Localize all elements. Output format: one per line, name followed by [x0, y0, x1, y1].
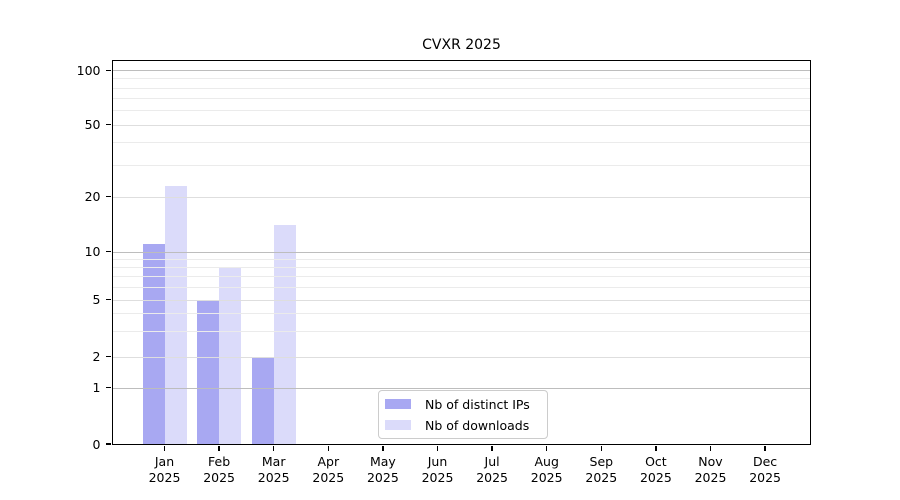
legend-label-downloads: Nb of downloads [425, 417, 530, 433]
x-axis-tick-label: Nov 2025 [666, 454, 756, 486]
x-tick-year: 2025 [585, 470, 618, 485]
x-axis-tick-label: Dec 2025 [720, 454, 810, 486]
bar-downloads [273, 224, 296, 444]
x-tick-mark [764, 445, 766, 451]
x-tick-mark [546, 445, 548, 451]
y-axis-tick-label: 5 [92, 292, 101, 307]
x-tick-year: 2025 [476, 470, 508, 485]
x-tick-mark [491, 445, 493, 451]
gridline-minor [112, 87, 810, 89]
x-tick-month: Oct [645, 454, 667, 469]
gridline-minor [112, 110, 810, 112]
x-axis-tick-label: Jan 2025 [120, 454, 210, 486]
x-axis-tick-label: Feb 2025 [174, 454, 264, 486]
gridline-minor [112, 142, 810, 144]
x-tick-year: 2025 [312, 470, 345, 485]
bar-downloads [164, 185, 187, 444]
x-tick-year: 2025 [530, 470, 563, 485]
gridline-major [112, 251, 810, 253]
legend: Nb of distinct IPs Nb of downloads [378, 390, 548, 439]
x-tick-year: 2025 [257, 470, 290, 485]
x-axis-tick-label: Apr 2025 [283, 454, 373, 486]
gridline-major [112, 70, 810, 72]
legend-swatch-downloads [385, 420, 411, 430]
legend-label-distinct-ips: Nb of distinct IPs [425, 396, 530, 412]
y-tick-mark [106, 298, 111, 301]
x-tick-mark [600, 445, 602, 451]
x-tick-month: Aug [534, 454, 559, 469]
x-tick-month: Sep [589, 454, 614, 469]
gridline-minor [112, 276, 810, 278]
x-tick-month: Nov [698, 454, 723, 469]
x-axis-tick-label: Oct 2025 [611, 454, 701, 486]
gridline-minor [112, 164, 810, 166]
y-axis-tick-label: 0 [92, 436, 101, 452]
x-tick-mark [273, 445, 275, 451]
gridline-labeled-minor [112, 124, 810, 126]
x-tick-mark [327, 445, 329, 451]
bar-distinct-ips [197, 299, 220, 444]
x-tick-mark [163, 445, 166, 451]
legend-row-downloads: Nb of downloads [385, 417, 539, 433]
y-tick-mark [106, 443, 111, 445]
x-tick-year: 2025 [749, 470, 781, 485]
gridline-labeled-minor [112, 299, 810, 301]
x-axis-tick-label: Jul 2025 [447, 454, 537, 486]
gridline-minor [112, 331, 810, 333]
x-tick-mark [218, 445, 220, 451]
gridline-minor [112, 313, 810, 315]
y-tick-mark [106, 250, 111, 253]
bar-downloads [219, 266, 242, 444]
x-tick-month: May [369, 454, 396, 469]
x-tick-year: 2025 [148, 470, 181, 485]
x-tick-mark [436, 445, 439, 451]
gridline-minor [112, 266, 810, 268]
x-axis-tick-label: Sep 2025 [556, 454, 646, 486]
x-tick-month: Jul [484, 454, 500, 469]
x-axis-tick-label: May 2025 [338, 454, 428, 486]
gridline-minor [112, 286, 810, 288]
gridline-minor [112, 98, 810, 100]
x-tick-month: Mar [261, 454, 286, 469]
x-tick-month: Apr [317, 454, 340, 469]
x-tick-year: 2025 [639, 470, 672, 485]
x-tick-year: 2025 [694, 470, 727, 485]
x-tick-month: Dec [752, 454, 778, 469]
x-tick-year: 2025 [203, 470, 235, 485]
x-axis-tick-label: Mar 2025 [229, 454, 319, 486]
y-axis-tick-label: 50 [84, 117, 101, 133]
x-tick-month: Jun [427, 454, 448, 469]
legend-row-distinct-ips: Nb of distinct IPs [385, 396, 539, 412]
x-axis-tick-label: Aug 2025 [502, 454, 592, 486]
bar-distinct-ips [251, 356, 274, 444]
x-tick-mark [709, 445, 712, 451]
chart-title: CVXR 2025 [422, 37, 501, 53]
gridline-labeled-minor [112, 356, 810, 358]
bar-distinct-ips [142, 243, 165, 444]
y-tick-mark [106, 69, 111, 71]
x-tick-year: 2025 [421, 470, 454, 485]
plot-area: 0 1 2 5 10 20 50 100 Jan 2025 Feb 2025 Mar 2025 Apr 202… [77, 59, 811, 485]
y-axis-tick-label: 2 [92, 349, 101, 364]
x-tick-month: Jan [154, 454, 175, 469]
x-axis-tick-label: Jun 2025 [393, 454, 483, 486]
legend-swatch-distinct-ips [385, 399, 411, 409]
x-tick-month: Feb [208, 454, 231, 469]
y-axis-tick-label: 10 [84, 244, 101, 259]
y-axis-tick-label: 100 [76, 62, 101, 78]
gridline-minor [112, 258, 810, 260]
y-tick-mark [106, 196, 111, 198]
x-tick-year: 2025 [366, 470, 399, 485]
x-tick-mark [655, 445, 657, 451]
gridline-major [112, 387, 810, 389]
y-tick-mark [106, 386, 111, 389]
y-axis-tick-label: 1 [92, 380, 101, 395]
gridline-minor [112, 78, 810, 80]
x-tick-mark [382, 445, 384, 451]
y-tick-mark [106, 355, 111, 358]
y-axis-tick-label: 20 [84, 189, 101, 205]
gridline-labeled-minor [112, 196, 810, 198]
y-tick-mark [106, 123, 111, 126]
